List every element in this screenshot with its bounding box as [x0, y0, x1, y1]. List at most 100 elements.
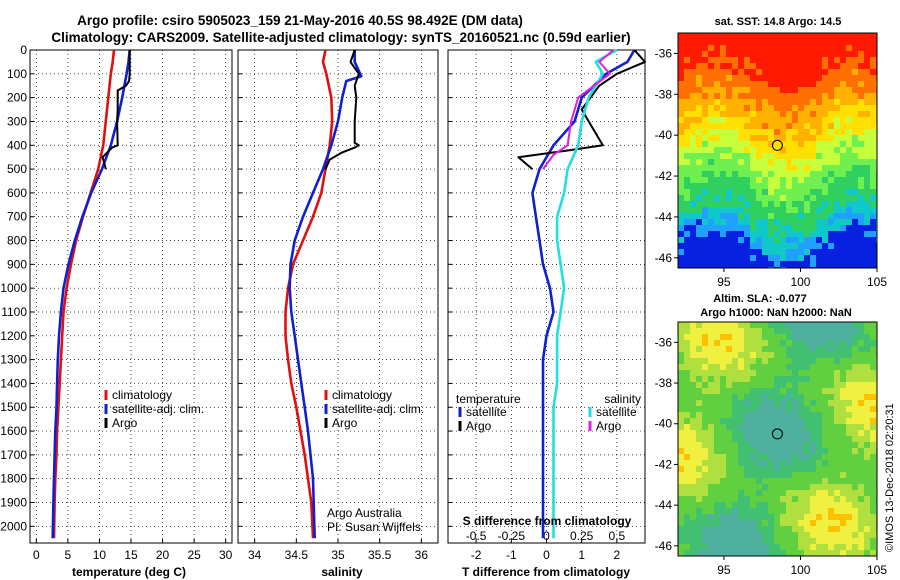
map-cell	[852, 57, 858, 63]
map-cell	[720, 502, 726, 508]
map-cell	[846, 237, 852, 243]
map-cell	[762, 255, 768, 261]
map-cell	[834, 484, 840, 490]
map-cell	[726, 219, 732, 225]
map-cell	[804, 382, 810, 388]
map-cell	[684, 129, 690, 135]
map-cell	[840, 141, 846, 147]
map-cell	[774, 334, 780, 340]
map-cell	[870, 376, 876, 382]
map-cell	[726, 436, 732, 442]
map-cell	[834, 165, 840, 171]
map-cell	[822, 412, 828, 418]
map-cell	[762, 249, 768, 255]
map-cell	[810, 75, 816, 81]
map-cell	[768, 520, 774, 526]
map-cell	[774, 544, 780, 550]
map-cell	[792, 153, 798, 159]
map-cell	[684, 388, 690, 394]
map-cell	[864, 472, 870, 478]
legend-entry: Argo	[596, 419, 622, 433]
map-cell	[732, 454, 738, 460]
map-cell	[684, 195, 690, 201]
map-cell	[852, 147, 858, 153]
map-cell	[834, 183, 840, 189]
map-cell	[708, 243, 714, 249]
map-cell	[696, 340, 702, 346]
xtick-label: 0	[543, 548, 550, 562]
map-cell	[678, 261, 684, 267]
map-cell	[810, 382, 816, 388]
map-cell	[858, 165, 864, 171]
map-cell	[720, 135, 726, 141]
map-cell	[816, 334, 822, 340]
map-cell	[786, 472, 792, 478]
map-cell	[756, 231, 762, 237]
map-cell	[714, 177, 720, 183]
map-cell	[738, 159, 744, 165]
map-cell	[834, 346, 840, 352]
map-cell	[684, 189, 690, 195]
map-cell	[684, 322, 690, 328]
map-cell	[828, 231, 834, 237]
map-cell	[810, 538, 816, 544]
map-cell	[702, 123, 708, 129]
map-cell	[720, 394, 726, 400]
map-cell	[774, 237, 780, 243]
map-cell	[678, 231, 684, 237]
map-cell	[732, 442, 738, 448]
map-cell	[846, 51, 852, 57]
map-cell	[750, 105, 756, 111]
map-cell	[852, 261, 858, 267]
map-cell	[738, 255, 744, 261]
map-cell	[678, 99, 684, 105]
map-ytick-label: -38	[655, 376, 673, 390]
map-cell	[768, 63, 774, 69]
map-cell	[768, 99, 774, 105]
map-cell	[780, 117, 786, 123]
map-cell	[690, 39, 696, 45]
map-cell	[858, 33, 864, 39]
map-cell	[768, 231, 774, 237]
map-cell	[870, 334, 876, 340]
map-cell	[810, 490, 816, 496]
map-cell	[852, 111, 858, 117]
map-cell	[828, 400, 834, 406]
map-cell	[780, 213, 786, 219]
map-cell	[738, 57, 744, 63]
map-cell	[846, 346, 852, 352]
map-cell	[678, 502, 684, 508]
map-cell	[738, 448, 744, 454]
map-cell	[750, 69, 756, 75]
map-cell	[870, 460, 876, 466]
map-cell	[798, 358, 804, 364]
map-cell	[732, 81, 738, 87]
map-cell	[834, 231, 840, 237]
map-cell	[834, 63, 840, 69]
map-cell	[696, 141, 702, 147]
map-cell	[804, 63, 810, 69]
map-cell	[702, 39, 708, 45]
map-cell	[852, 105, 858, 111]
map-cell	[858, 454, 864, 460]
map-cell	[804, 117, 810, 123]
map-cell	[732, 249, 738, 255]
map-cell	[702, 63, 708, 69]
map-cell	[768, 454, 774, 460]
map-cell	[822, 231, 828, 237]
top-xtick-label: 0	[543, 529, 550, 543]
map-cell	[846, 219, 852, 225]
map-cell	[744, 261, 750, 267]
map-cell	[738, 69, 744, 75]
map-cell	[714, 105, 720, 111]
map-cell	[840, 87, 846, 93]
map-cell	[852, 544, 858, 550]
map-cell	[852, 123, 858, 129]
map-cell	[780, 129, 786, 135]
map-cell	[816, 388, 822, 394]
map-cell	[822, 39, 828, 45]
map-cell	[744, 538, 750, 544]
map-cell	[852, 436, 858, 442]
map-cell	[804, 346, 810, 352]
map-cell	[756, 382, 762, 388]
